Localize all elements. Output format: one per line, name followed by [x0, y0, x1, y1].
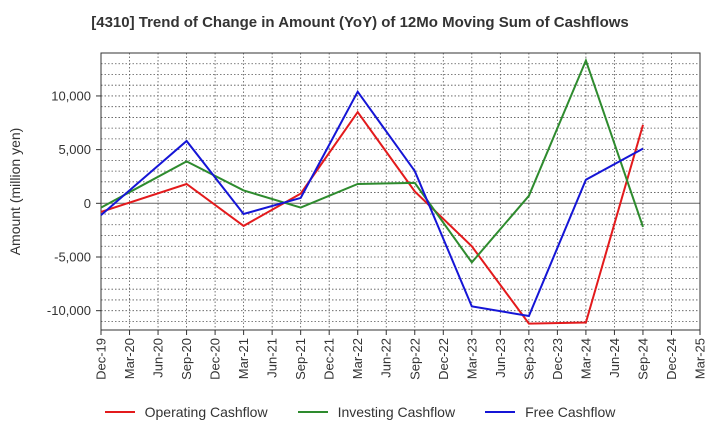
x-tick-label: Mar-23	[464, 338, 479, 379]
x-tick-label: Jun-23	[493, 338, 508, 378]
x-tick-label: Dec-20	[208, 338, 223, 380]
x-tick-label: Sep-22	[407, 338, 422, 380]
x-tick-label: Sep-24	[635, 338, 650, 380]
legend: Operating Cashflow Investing Cashflow Free…	[0, 404, 720, 420]
grid-layer	[100, 52, 701, 330]
x-tick-label: Dec-22	[436, 338, 451, 380]
axis-layer	[96, 52, 701, 335]
x-tick-label: Mar-25	[693, 338, 708, 379]
legend-label: Operating Cashflow	[144, 404, 268, 420]
label-layer: 10,000 5,000 0 -5,000 -10,000 Dec-19 Mar-20 Jun…	[7, 88, 708, 379]
y-tick-label: -5,000	[54, 249, 91, 264]
x-tick-label: Jun-20	[151, 338, 166, 378]
x-tick-label: Jun-22	[379, 338, 394, 378]
legend-swatch	[297, 411, 328, 413]
x-tick-label: Sep-23	[521, 338, 536, 380]
legend-item: Free Cashflow	[485, 404, 615, 420]
x-tick-label: Mar-24	[578, 338, 593, 379]
x-tick-label: Sep-20	[179, 338, 194, 380]
series-line-free-cashflow	[100, 89, 644, 318]
x-tick-label: Jun-24	[607, 338, 622, 378]
x-tick-label: Mar-21	[236, 338, 251, 379]
chart-title: [4310] Trend of Change in Amount (YoY) o…	[91, 14, 629, 31]
x-tick-label: Dec-19	[94, 338, 109, 380]
series-layer	[100, 57, 644, 325]
legend-label: Investing Cashflow	[337, 404, 456, 420]
legend-swatch	[485, 411, 516, 413]
x-tick-label: Dec-24	[664, 338, 679, 380]
y-axis-label: Amount (million yen)	[7, 128, 23, 256]
x-tick-label: Dec-23	[550, 338, 565, 380]
y-tick-label: 5,000	[58, 142, 91, 157]
x-tick-label: Sep-21	[293, 338, 308, 380]
legend-label: Free Cashflow	[525, 404, 616, 420]
plot-frame	[100, 52, 701, 331]
y-tick-label: 0	[84, 196, 91, 211]
y-tick-label: -10,000	[47, 303, 91, 318]
x-tick-label: Mar-20	[122, 338, 137, 379]
x-tick-label: Jun-21	[265, 338, 280, 378]
legend-item: Investing Cashflow	[297, 404, 456, 420]
x-tick-label: Mar-22	[350, 338, 365, 379]
x-tick-label: Dec-21	[322, 338, 337, 380]
y-tick-label: 10,000	[51, 88, 91, 103]
legend-item: Operating Cashflow	[104, 404, 268, 420]
legend-swatch	[104, 411, 135, 413]
series-line-investing-cashflow	[100, 57, 644, 265]
series-line-operating-cashflow	[100, 110, 644, 325]
